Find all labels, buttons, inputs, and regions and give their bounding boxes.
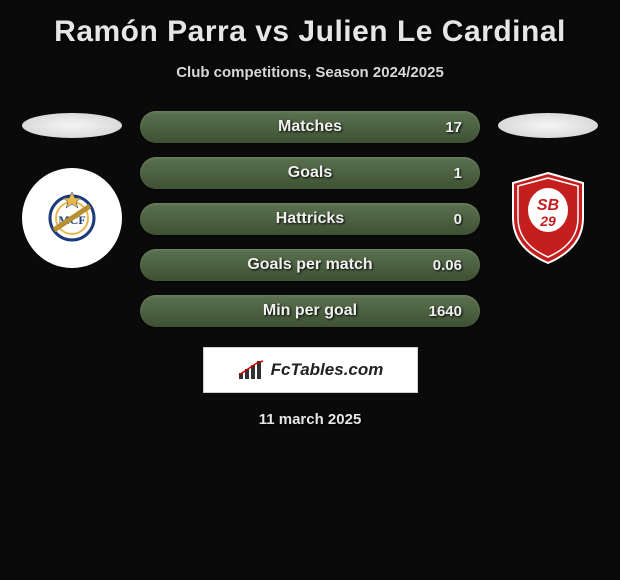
- right-column: SB 29: [498, 111, 598, 268]
- player-placeholder-right: [498, 113, 598, 138]
- page-title: Ramón Parra vs Julien Le Cardinal: [54, 15, 566, 49]
- club-crest-right: SB 29: [498, 168, 598, 268]
- brand-badge[interactable]: FcTables.com: [203, 347, 418, 393]
- stat-value-right: 0.06: [433, 257, 462, 274]
- stat-bar-matches: Matches 17: [140, 111, 480, 143]
- subtitle: Club competitions, Season 2024/2025: [176, 64, 444, 81]
- date-label: 11 march 2025: [259, 411, 362, 428]
- stat-value-right: 1640: [429, 303, 462, 320]
- stat-bar-min-per-goal: Min per goal 1640: [140, 295, 480, 327]
- stats-area: MCF Matches 17 Goals 1 Hattricks 0 Goals…: [0, 111, 620, 327]
- stat-label: Goals: [140, 164, 480, 182]
- stat-value-right: 17: [445, 119, 462, 136]
- sb29-icon: SB 29: [503, 168, 593, 268]
- stat-bar-goals-per-match: Goals per match 0.06: [140, 249, 480, 281]
- left-column: MCF: [22, 111, 122, 268]
- stat-value-right: 1: [454, 165, 462, 182]
- real-madrid-icon: MCF: [42, 188, 102, 248]
- player-placeholder-left: [22, 113, 122, 138]
- stat-label: Matches: [140, 118, 480, 136]
- brand-text: FcTables.com: [271, 360, 384, 380]
- stat-bars: Matches 17 Goals 1 Hattricks 0 Goals per…: [140, 111, 480, 327]
- stat-bar-goals: Goals 1: [140, 157, 480, 189]
- comparison-card: Ramón Parra vs Julien Le Cardinal Club c…: [0, 0, 620, 438]
- stat-label: Hattricks: [140, 210, 480, 228]
- stat-value-right: 0: [454, 211, 462, 228]
- stat-label: Goals per match: [140, 256, 480, 274]
- stat-bar-hattricks: Hattricks 0: [140, 203, 480, 235]
- bar-chart-icon: [237, 359, 265, 381]
- club-crest-left: MCF: [22, 168, 122, 268]
- svg-text:29: 29: [539, 213, 556, 229]
- svg-text:SB: SB: [537, 197, 559, 214]
